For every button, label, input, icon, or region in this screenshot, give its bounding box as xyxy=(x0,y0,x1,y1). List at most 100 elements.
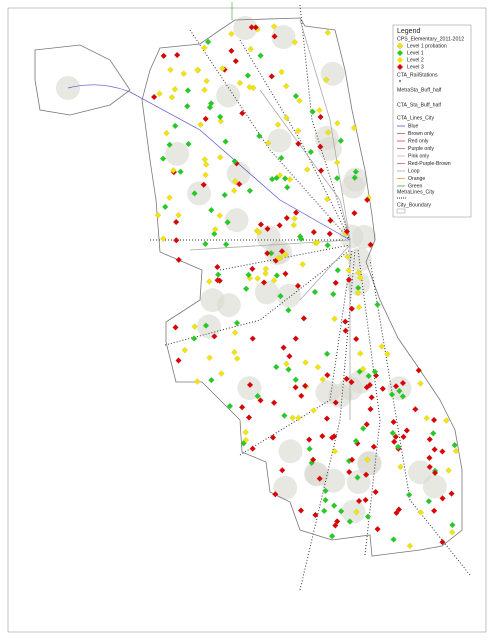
school-marker xyxy=(351,210,358,217)
school-marker xyxy=(426,463,433,471)
school-marker xyxy=(172,122,179,130)
legend-entry: MetraLines_City xyxy=(397,189,435,195)
legend-entry: Level 2 xyxy=(407,57,424,63)
school-marker xyxy=(431,446,438,453)
school-marker xyxy=(185,140,192,148)
school-marker xyxy=(284,184,291,191)
school-marker xyxy=(239,110,246,117)
school-marker xyxy=(355,497,363,505)
station-buffer xyxy=(338,376,363,401)
school-marker xyxy=(181,346,188,354)
school-marker xyxy=(260,279,268,286)
school-marker xyxy=(399,393,407,400)
school-marker xyxy=(330,291,337,298)
school-marker xyxy=(291,39,298,46)
school-marker xyxy=(184,87,192,94)
school-marker xyxy=(278,154,285,162)
legend-symbol xyxy=(396,42,404,50)
station-buffer xyxy=(254,280,279,305)
legend-box xyxy=(392,24,472,218)
school-marker xyxy=(295,414,302,421)
school-marker xyxy=(246,84,253,91)
metra-line xyxy=(369,259,471,576)
school-marker xyxy=(343,228,351,235)
school-marker xyxy=(364,456,371,463)
school-marker xyxy=(342,318,349,325)
school-marker xyxy=(243,285,250,292)
legend-entry: Blue xyxy=(408,123,418,129)
school-marker xyxy=(344,253,351,260)
school-marker xyxy=(200,181,207,188)
school-marker xyxy=(390,536,397,543)
school-marker xyxy=(177,168,184,175)
school-marker xyxy=(166,141,173,148)
cta-lines xyxy=(189,19,351,420)
school-marker xyxy=(426,454,433,462)
school-marker xyxy=(365,372,372,380)
school-marker xyxy=(194,378,201,385)
school-marker xyxy=(388,391,396,398)
school-marker xyxy=(334,120,341,127)
school-marker xyxy=(445,467,452,474)
legend-entry: Orange xyxy=(408,176,425,182)
school-marker xyxy=(211,230,218,238)
school-marker xyxy=(417,380,424,387)
school-marker xyxy=(299,261,306,268)
school-marker xyxy=(278,248,286,255)
school-marker xyxy=(273,174,280,182)
school-marker xyxy=(254,275,261,282)
legend-entry: City_Boundary xyxy=(397,202,431,208)
school-marker xyxy=(323,350,331,357)
legend: Legend CPS_Elementary_2011-2012 Level 1 … xyxy=(392,24,472,218)
school-marker xyxy=(346,468,353,476)
school-marker xyxy=(217,117,224,125)
school-marker xyxy=(275,254,282,262)
school-marker xyxy=(270,399,278,406)
school-marker xyxy=(270,277,278,284)
school-marker xyxy=(394,443,402,450)
station-buffer xyxy=(237,376,262,401)
school-marker xyxy=(272,491,279,498)
legend-entry: Red only xyxy=(408,138,429,144)
school-marker xyxy=(329,533,336,540)
school-marker xyxy=(202,115,209,123)
school-marker xyxy=(211,333,218,340)
school-marker xyxy=(355,269,362,276)
cta-line xyxy=(299,244,351,301)
school-marker xyxy=(323,76,330,83)
school-marker xyxy=(355,304,363,311)
legend-entry: Pink only xyxy=(408,153,429,159)
school-marker xyxy=(206,104,214,111)
school-marker xyxy=(214,263,221,271)
school-marker xyxy=(281,412,288,419)
school-marker xyxy=(357,274,364,281)
school-marker xyxy=(274,121,282,128)
school-marker xyxy=(406,542,414,550)
school-marker xyxy=(286,353,293,360)
school-marker xyxy=(292,335,299,342)
school-marker xyxy=(257,221,265,228)
school-marker xyxy=(333,159,341,166)
school-marker xyxy=(162,203,169,211)
school-marker xyxy=(262,270,269,277)
school-marker xyxy=(217,113,224,121)
school-marker xyxy=(319,432,326,440)
school-marker xyxy=(396,387,403,395)
legend-entry: Level 3 xyxy=(407,64,424,70)
school-marker xyxy=(322,496,329,504)
school-marker xyxy=(309,108,316,115)
school-marker xyxy=(316,107,323,114)
school-marker xyxy=(364,196,371,204)
school-marker xyxy=(282,251,289,258)
station-buffer xyxy=(277,283,302,308)
school-marker xyxy=(232,57,239,65)
school-marker xyxy=(307,148,314,156)
school-marker xyxy=(206,354,213,361)
school-marker xyxy=(201,156,208,163)
school-marker xyxy=(231,329,239,336)
school-marker xyxy=(309,456,317,463)
school-marker xyxy=(310,407,317,414)
legend-entry: Green xyxy=(408,183,423,189)
school-marker xyxy=(426,436,433,443)
